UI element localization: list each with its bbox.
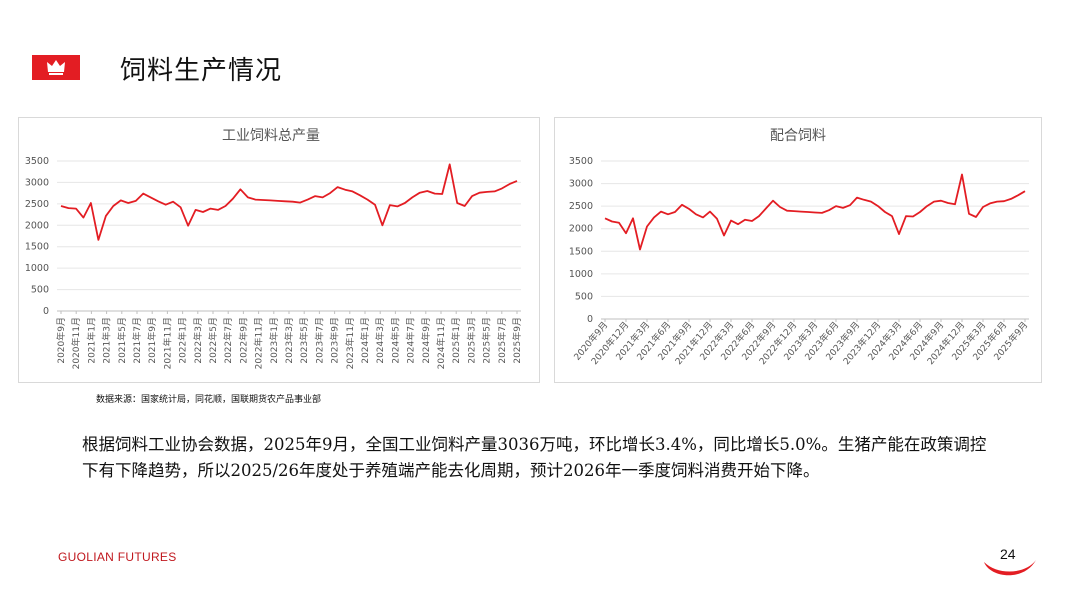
y-tick-label: 0 <box>587 314 593 325</box>
page-swoosh-decoration <box>984 560 1036 576</box>
y-tick-label: 500 <box>31 285 49 296</box>
x-tick-label: 2025年1月 <box>450 317 462 364</box>
x-tick-label: 2024年7月 <box>405 317 417 364</box>
y-tick-label: 2500 <box>25 199 49 210</box>
body-paragraph: 根据饲料工业协会数据，2025年9月，全国工业饲料产量3036万吨，环比增长3.… <box>82 435 987 480</box>
page-number: 24 <box>1000 546 1016 562</box>
x-tick-label: 2021年3月 <box>101 317 113 364</box>
y-tick-label: 1500 <box>569 246 593 257</box>
y-tick-label: 3000 <box>25 177 49 188</box>
x-tick-label: 2023年1月 <box>268 317 280 364</box>
chart-panel-compound-feed: 配合饲料 0 500 1000 1500 2000 2500 3000 3500 2020年9月 2… <box>554 117 1042 383</box>
chart-title: 工业饲料总产量 <box>222 128 320 144</box>
y-tick-label: 1000 <box>25 263 49 274</box>
chart-panel-total-feed: 工业饲料总产量 0 500 1000 1500 2000 2500 3000 3500 2020年… <box>18 117 540 383</box>
x-tick-label: 2021年9月 <box>146 317 158 364</box>
y-tick-label: 2000 <box>25 220 49 231</box>
x-tick-label: 2025年7月 <box>496 317 508 364</box>
x-tick-label: 2023年11月 <box>344 317 356 369</box>
x-tick-label: 2024年3月 <box>374 317 386 364</box>
x-tick-label: 2024年9月 <box>420 317 432 364</box>
chart-title: 配合饲料 <box>770 128 826 144</box>
x-tick-label: 2025年3月 <box>465 317 477 364</box>
x-tick-label: 2021年7月 <box>131 317 143 364</box>
y-tick-label: 2500 <box>569 201 593 212</box>
series-line <box>604 173 1026 251</box>
x-tick-label: 2024年5月 <box>389 317 401 364</box>
x-tick-label: 2022年11月 <box>253 317 265 369</box>
x-tick-label: 2022年7月 <box>222 317 234 364</box>
line-chart-compound-feed: 配合饲料05001000150020002500300035002020年9月2… <box>569 128 1030 367</box>
y-tick-label: 3500 <box>25 156 49 167</box>
x-tick-label: 2021年11月 <box>161 317 173 369</box>
page-title: 饲料生产情况 <box>120 56 283 86</box>
x-tick-label: 2023年9月 <box>329 317 341 364</box>
y-tick-label: 0 <box>43 306 49 317</box>
x-tick-label: 2021年5月 <box>116 317 128 364</box>
x-tick-label: 2020年11月 <box>70 317 82 369</box>
source-note: 数据来源：国家统计局，同花顺，国联期货农产品事业部 <box>96 395 322 405</box>
crown-icon <box>47 60 65 75</box>
line-chart-total-feed: 工业饲料总产量 0 500 1000 1500 2000 2500 3000 3500 2020年… <box>25 128 523 369</box>
x-tick-label: 2024年1月 <box>359 317 371 364</box>
brand-name: GUOLIAN FUTURES <box>58 550 177 564</box>
x-tick-label: 2023年3月 <box>283 317 295 364</box>
logo-badge <box>32 55 80 80</box>
x-tick-label: 2025年9月 <box>511 317 523 364</box>
x-tick-label: 2023年5月 <box>298 317 310 364</box>
x-tick-label: 2021年1月 <box>85 317 97 364</box>
y-tick-label: 500 <box>575 291 593 302</box>
x-tick-label: 2022年5月 <box>207 317 219 364</box>
x-tick-label: 2025年5月 <box>481 317 493 364</box>
x-tick-label: 2022年3月 <box>192 317 204 364</box>
series-line <box>60 163 518 241</box>
y-tick-label: 1000 <box>569 269 593 280</box>
y-tick-label: 1500 <box>25 242 49 253</box>
x-tick-label: 2022年1月 <box>177 317 189 364</box>
x-tick-label: 2022年9月 <box>237 317 249 364</box>
y-tick-label: 2000 <box>569 224 593 235</box>
y-tick-label: 3000 <box>569 179 593 190</box>
x-tick-label: 2020年9月 <box>55 317 67 364</box>
y-tick-label: 3500 <box>569 156 593 167</box>
x-tick-label: 2023年7月 <box>313 317 325 364</box>
x-tick-label: 2024年11月 <box>435 317 447 369</box>
